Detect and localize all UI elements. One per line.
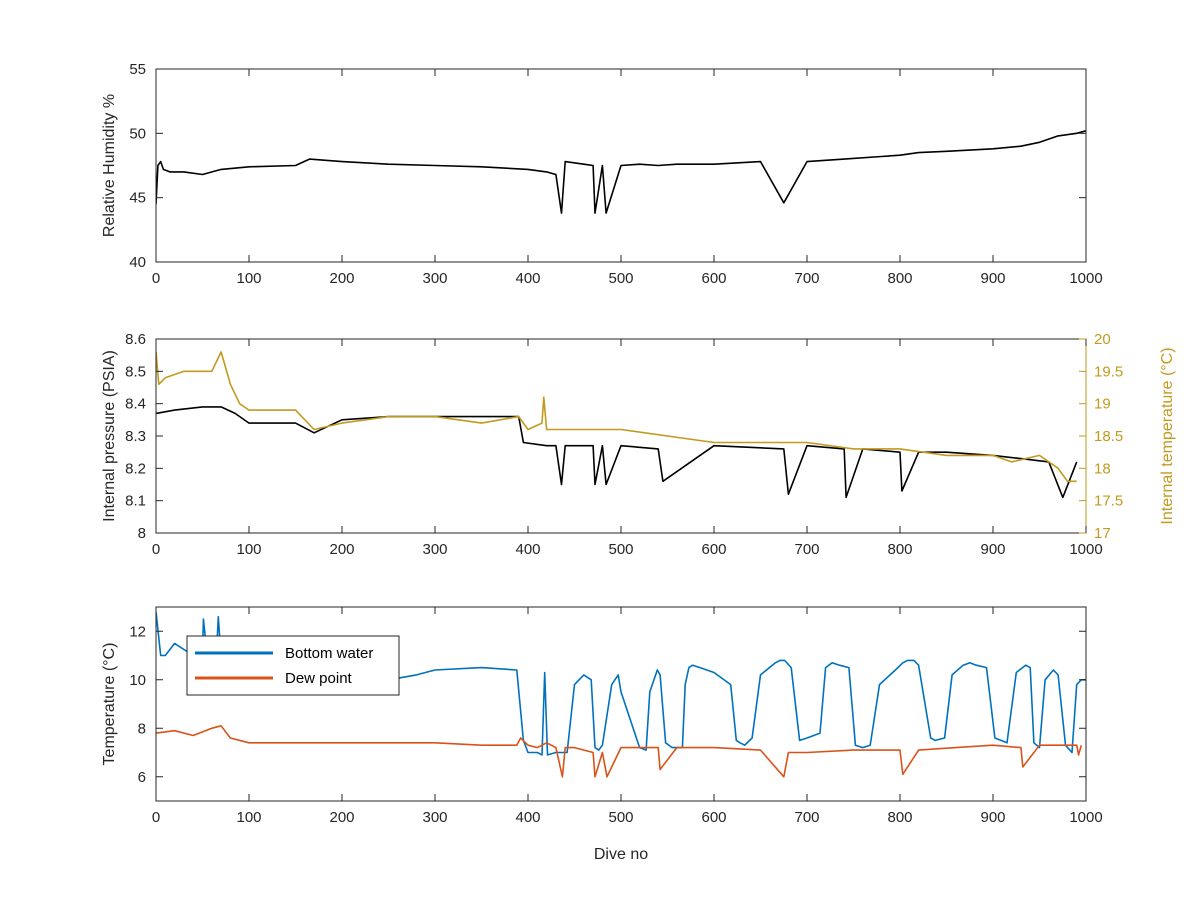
legend-label: Dew point	[285, 670, 353, 687]
x-tick-label: 100	[236, 541, 261, 558]
y-tick-label: 8.2	[125, 460, 146, 477]
y-tick-label: 50	[129, 125, 146, 142]
temperature-panel: 0 100 200 300 400 500 600 700 800 900 1000 6 8 10 12 Te…	[101, 606, 1103, 863]
x-tick-label: 600	[701, 541, 726, 558]
legend-box	[186, 635, 400, 696]
y-axis-label: Relative Humidity %	[101, 94, 118, 237]
series-line-left-axis	[156, 406, 1078, 499]
x-tick-label: 800	[887, 270, 912, 287]
y-axis-label: Internal pressure (PSIA)	[101, 350, 118, 522]
x-tick-label: 500	[608, 541, 633, 558]
x-tick-label: 500	[608, 809, 633, 826]
x-tick-label: 700	[794, 541, 819, 558]
series-line-right-axis	[156, 351, 1077, 483]
x-tick-label: 0	[152, 809, 160, 826]
legend: Bottom water Dew point	[186, 635, 400, 696]
x-tick-label: 400	[515, 809, 540, 826]
x-tick-label: 600	[701, 809, 726, 826]
x-tick-label: 1000	[1069, 541, 1102, 558]
x-tick-label: 900	[980, 541, 1005, 558]
x-tick-label: 900	[980, 270, 1005, 287]
x-tick-label: 500	[608, 270, 633, 287]
y-axis-label: Temperature (°C)	[101, 643, 118, 766]
x-tick-label: 700	[794, 809, 819, 826]
y-tick-label: 8.4	[125, 396, 146, 413]
y-tick-label: 10	[129, 672, 146, 689]
axes-frame	[155, 338, 1087, 534]
x-tick-label: 200	[329, 270, 354, 287]
y2-tick-label: 19	[1094, 396, 1111, 413]
y-tick-label: 45	[129, 190, 146, 207]
x-tick-label: 300	[422, 541, 447, 558]
x-tick-label: 1000	[1069, 809, 1102, 826]
x-tick-label: 1000	[1069, 270, 1102, 287]
y2-tick-label: 18	[1094, 460, 1111, 477]
x-tick-label: 100	[236, 809, 261, 826]
x-tick-label: 300	[422, 270, 447, 287]
x-tick-label: 100	[236, 270, 261, 287]
y-tick-label: 6	[138, 769, 146, 786]
y-tick-label: 40	[129, 254, 146, 271]
series-line-left-axis	[156, 130, 1086, 214]
series-line-bottom-water	[156, 611, 1086, 756]
y-tick-label: 8	[138, 525, 146, 542]
y-tick-label: 55	[129, 61, 146, 78]
legend-label: Bottom water	[285, 645, 373, 662]
y-tick-label: 8	[138, 720, 146, 737]
humidity-panel: 0 100 200 300 400 500 600 700 800 900 1000 40 45 50 55…	[101, 61, 1103, 287]
x-tick-label: 700	[794, 270, 819, 287]
x-tick-label: 200	[329, 809, 354, 826]
x-tick-label: 400	[515, 541, 540, 558]
y-tick-label: 8.3	[125, 428, 146, 445]
x-axis-label: Dive no	[594, 846, 648, 863]
y-tick-label: 8.6	[125, 331, 146, 348]
x-tick-label: 0	[152, 541, 160, 558]
y-tick-label: 8.1	[125, 493, 146, 510]
y-tick-label: 8.5	[125, 363, 146, 380]
series-line-dew-point	[156, 724, 1083, 778]
y2-tick-label: 19.5	[1094, 363, 1123, 380]
y2-axis-label: Internal temperature (°C)	[1159, 347, 1176, 524]
y2-tick-label: 18.5	[1094, 428, 1123, 445]
x-tick-label: 400	[515, 270, 540, 287]
pressure-temperature-panel: 0 100 200 300 400 500 600 700 800 900 1000 8 8.1 8.2 8…	[101, 331, 1176, 558]
y-tick-label: 12	[129, 623, 146, 640]
x-tick-label: 600	[701, 270, 726, 287]
x-tick-label: 200	[329, 541, 354, 558]
y2-tick-label: 17.5	[1094, 493, 1123, 510]
y2-tick-label: 17	[1094, 525, 1111, 542]
x-tick-label: 800	[887, 809, 912, 826]
y2-tick-label: 20	[1094, 331, 1111, 348]
x-tick-label: 800	[887, 541, 912, 558]
x-tick-label: 300	[422, 809, 447, 826]
x-tick-label: 0	[152, 270, 160, 287]
x-tick-label: 900	[980, 809, 1005, 826]
